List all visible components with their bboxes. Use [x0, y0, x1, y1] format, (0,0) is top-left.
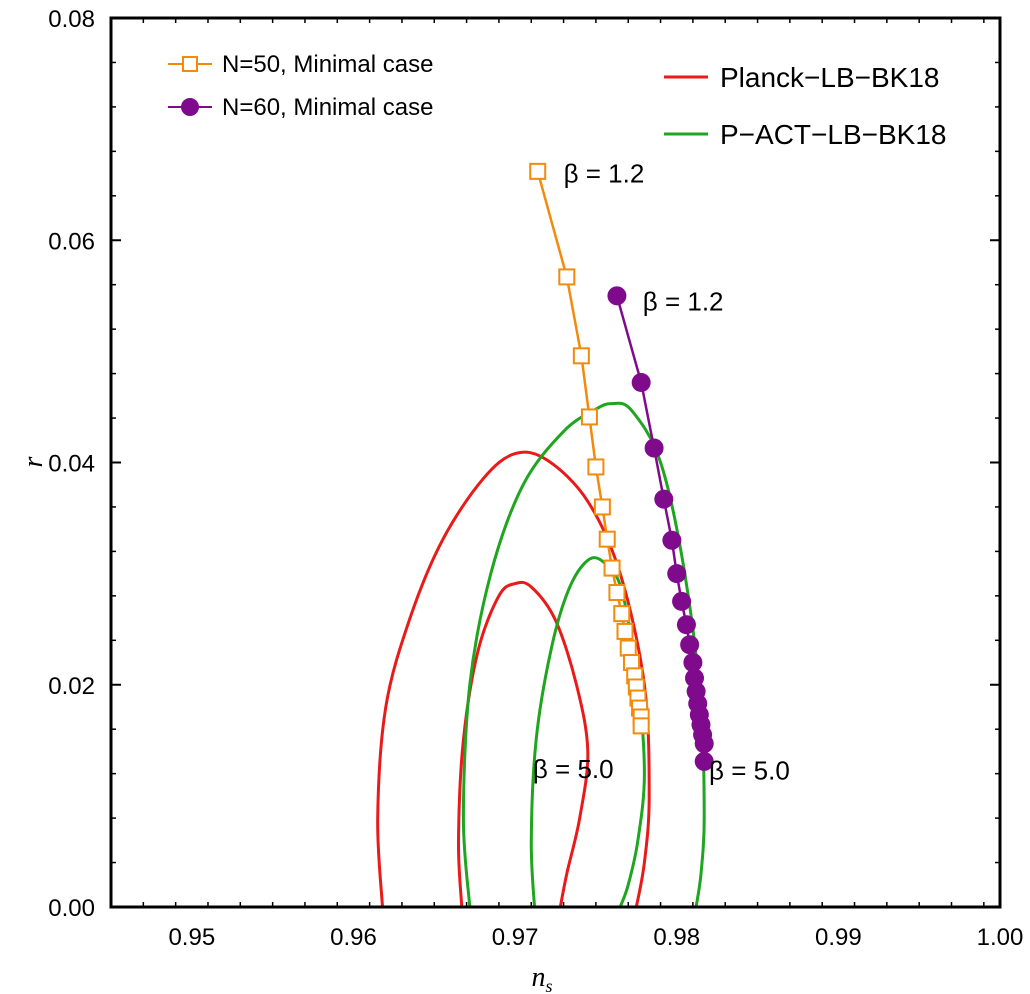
legend-label-n50: N=50, Minimal case: [222, 51, 433, 78]
legend-marker-n60: [181, 98, 199, 116]
point-n60: [694, 751, 714, 771]
contour-planck-level-2: [456, 580, 590, 909]
point-n50: [587, 458, 605, 476]
y-tick-label: 0.06: [48, 228, 95, 255]
legend-label-planck: Planck−LB−BK18: [720, 62, 940, 93]
point-n50: [558, 268, 576, 286]
point-n60: [631, 372, 651, 392]
point-n60: [607, 286, 627, 306]
y-tick-label: 0.00: [48, 895, 95, 922]
series-layer: [529, 162, 714, 771]
y-tick-label: 0.08: [48, 6, 95, 33]
point-n50: [580, 408, 598, 426]
y-tick-label: 0.02: [48, 673, 95, 700]
point-n60: [672, 591, 692, 611]
plot-background: [111, 18, 1000, 907]
point-n50: [616, 622, 634, 640]
beta-annotation: β = 1.2: [564, 159, 645, 189]
beta-annotation: β = 5.0: [709, 755, 790, 785]
annotations-layer: β = 1.2 β = 1.2 β = 5.0 β = 5.0: [533, 159, 790, 786]
point-n50: [619, 639, 637, 657]
y-tick-label: 0.04: [48, 451, 95, 478]
legend-label-pact: P−ACT−LB−BK18: [720, 119, 946, 150]
point-n50: [613, 605, 631, 623]
point-n60: [683, 653, 703, 673]
point-n60: [694, 734, 714, 754]
x-axis-label-sub: s: [545, 976, 552, 994]
contour-planck-level-1: [376, 450, 651, 909]
x-tick-label: 0.97: [492, 924, 539, 951]
point-n60: [644, 438, 664, 458]
point-n50: [593, 498, 611, 516]
point-n50: [603, 559, 621, 577]
point-n60: [676, 615, 696, 635]
point-n60: [654, 489, 674, 509]
x-tick-label: 1.00: [977, 924, 1024, 951]
point-n50: [632, 717, 650, 735]
point-n50: [598, 530, 616, 548]
x-axis-label-main: n: [531, 962, 545, 993]
x-tick-label: 0.96: [330, 924, 377, 951]
x-tick-label: 0.99: [815, 924, 862, 951]
x-tick-label: 0.95: [168, 924, 215, 951]
point-n50: [608, 584, 626, 602]
point-n60: [680, 635, 700, 655]
point-n50: [529, 162, 547, 180]
point-n60: [662, 530, 682, 550]
legend-left: N=50, Minimal case N=60, Minimal case: [168, 51, 433, 121]
legend-label-n60: N=60, Minimal case: [222, 94, 433, 121]
x-tick-label: 0.98: [653, 924, 700, 951]
point-n60: [667, 564, 687, 584]
x-axis-label: ns: [531, 962, 552, 994]
beta-annotation: β = 1.2: [643, 286, 724, 316]
tick-labels-layer: 0.95 0.96 0.97 0.98 0.99 1.00 0.00 0.02 0.04 0.06…: [48, 6, 1023, 951]
point-n50: [572, 347, 590, 365]
plot-frame: [109, 16, 1002, 909]
beta-annotation: β = 5.0: [533, 754, 614, 784]
y-axis-label: r: [18, 456, 49, 467]
legend-right: Planck−LB−BK18 P−ACT−LB−BK18: [664, 62, 946, 150]
legend-marker-n50: [182, 56, 198, 72]
